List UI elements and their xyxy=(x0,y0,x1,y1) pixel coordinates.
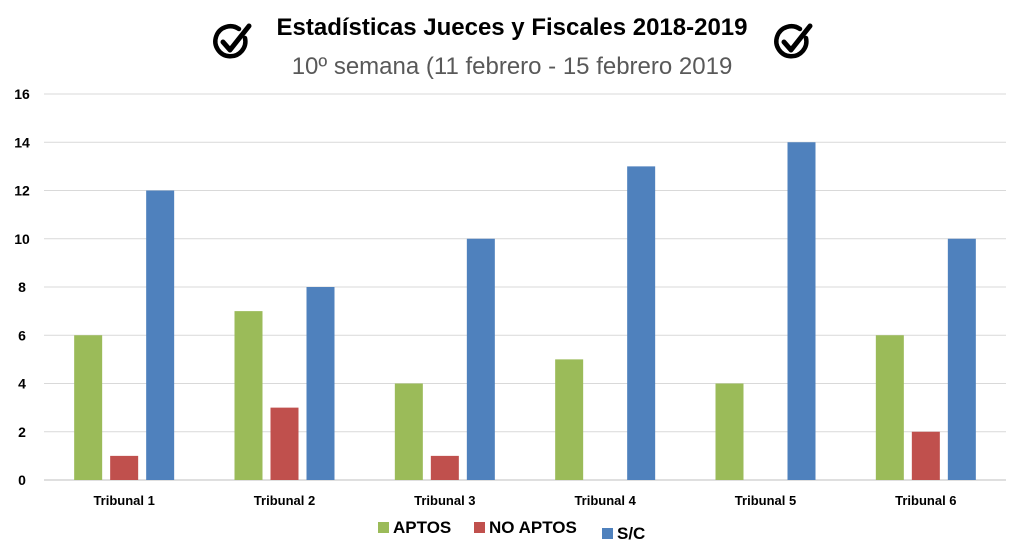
bar xyxy=(715,383,744,480)
bar xyxy=(270,407,299,480)
chart-title: Estadísticas Jueces y Fiscales 2018-2019 xyxy=(276,14,748,41)
y-tick-label: 6 xyxy=(18,327,26,343)
bar xyxy=(234,311,263,480)
y-tick-label: 10 xyxy=(14,231,30,247)
bar xyxy=(430,455,459,480)
x-tick-label: Tribunal 2 xyxy=(254,493,315,508)
bar xyxy=(394,383,423,480)
legend-label: S/C xyxy=(617,524,645,543)
legend-label: APTOS xyxy=(393,518,451,537)
bar xyxy=(146,190,175,480)
check-circle-icon xyxy=(774,23,813,59)
x-tick-label: Tribunal 5 xyxy=(735,493,796,508)
y-tick-label: 0 xyxy=(18,472,26,488)
legend-label: NO APTOS xyxy=(489,518,577,537)
check-circle-icon xyxy=(213,23,252,59)
x-tick-label: Tribunal 4 xyxy=(574,493,636,508)
y-tick-label: 4 xyxy=(18,376,26,392)
bar xyxy=(466,238,495,480)
chart-subtitle: 10º semana (11 febrero - 15 febrero 2019 xyxy=(291,53,733,80)
bar xyxy=(555,359,584,480)
bar xyxy=(74,335,103,480)
y-tick-label: 14 xyxy=(14,134,30,150)
x-tick-label: Tribunal 3 xyxy=(414,493,475,508)
x-tick-label: Tribunal 6 xyxy=(895,493,956,508)
legend-swatch xyxy=(378,522,389,533)
bar xyxy=(110,455,139,480)
bar xyxy=(787,142,816,480)
bar xyxy=(947,238,976,480)
bar xyxy=(875,335,904,480)
y-tick-label: 12 xyxy=(14,183,30,199)
bar xyxy=(627,166,656,480)
x-tick-label: Tribunal 1 xyxy=(93,493,154,508)
legend-swatch xyxy=(602,528,613,539)
y-tick-label: 8 xyxy=(18,279,26,295)
y-tick-label: 2 xyxy=(18,424,26,440)
y-tick-label: 16 xyxy=(14,86,30,102)
bar xyxy=(911,431,940,480)
legend-swatch xyxy=(474,522,485,533)
bar xyxy=(306,287,335,480)
